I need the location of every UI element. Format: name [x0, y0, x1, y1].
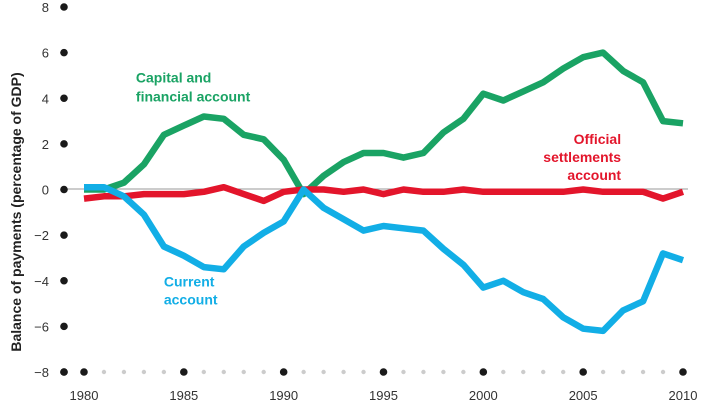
- y-tick-dot: [60, 3, 68, 11]
- x-minor-tick-dot: [121, 369, 127, 375]
- x-minor-tick-dot: [221, 369, 226, 375]
- y-tick-dot: [60, 48, 68, 57]
- y-tick-label: −6: [34, 319, 49, 334]
- x-axis-dotted-line: [60, 368, 687, 376]
- y-tick-label: 0: [42, 183, 49, 198]
- x-major-tick-dot: [379, 368, 388, 376]
- y-tick-dot: [60, 140, 68, 148]
- x-minor-tick-dot: [600, 369, 606, 375]
- y-tick-dot: [60, 94, 68, 103]
- y-axis-tick-labels: 8 6 4 2 0 −2 −4 −6 −8: [34, 0, 49, 380]
- x-minor-tick-dot: [541, 369, 546, 375]
- y-tick-dot: [60, 185, 68, 194]
- x-minor-tick-dot: [241, 369, 246, 375]
- y-axis-tick-markers: [60, 3, 68, 376]
- series-label: Official: [574, 131, 621, 147]
- x-tick-label: 1980: [70, 388, 99, 403]
- x-minor-tick-dot: [321, 369, 326, 375]
- y-tick-label: 2: [42, 137, 49, 152]
- x-minor-tick-dot: [101, 369, 107, 375]
- x-minor-tick-dot: [441, 369, 446, 375]
- x-minor-tick-dot: [201, 369, 206, 375]
- x-minor-tick-dot: [361, 369, 366, 375]
- x-minor-tick-dot: [561, 369, 566, 375]
- x-tick-label: 1985: [169, 388, 198, 403]
- x-major-tick-dot: [479, 368, 488, 376]
- y-tick-label: −4: [34, 274, 49, 289]
- series-label: financial account: [136, 88, 251, 104]
- x-minor-tick-dot: [620, 369, 626, 375]
- x-minor-tick-dot: [660, 369, 666, 375]
- series-label: Current: [164, 273, 215, 289]
- y-tick-label: −8: [34, 365, 49, 380]
- x-tick-label: 2010: [669, 388, 698, 403]
- series-labels: Capital and financial account Official sett…: [136, 69, 622, 307]
- x-minor-tick-dot: [161, 369, 167, 375]
- x-major-tick-dot: [279, 368, 288, 376]
- x-tick-label: 2000: [469, 388, 498, 403]
- series-label: Capital and: [136, 69, 211, 85]
- x-tick-label: 1990: [269, 388, 298, 403]
- y-tick-label: −2: [34, 228, 49, 243]
- y-axis-label: Balance of payments (percentage of GDP): [8, 72, 24, 351]
- x-minor-tick-dot: [640, 369, 646, 375]
- series-line: [83, 183, 685, 205]
- series-label: account: [567, 167, 621, 183]
- x-minor-tick-dot: [261, 369, 266, 375]
- series-label: account: [164, 291, 218, 307]
- y-tick-dot: [60, 231, 68, 239]
- series-lines: [83, 49, 685, 335]
- x-minor-tick-dot: [501, 369, 506, 375]
- y-tick-dot: [60, 322, 68, 331]
- y-tick-dot: [60, 368, 68, 376]
- x-minor-tick-dot: [341, 369, 346, 375]
- series-line: [84, 183, 685, 335]
- x-minor-tick-dot: [521, 369, 526, 375]
- x-tick-label: 1995: [369, 388, 398, 403]
- x-major-tick-dot: [180, 368, 188, 376]
- x-major-tick-dot: [679, 368, 687, 376]
- series-line: [84, 49, 684, 198]
- y-tick-label: 6: [42, 46, 49, 61]
- series-label: settlements: [543, 149, 621, 165]
- y-tick-label: 8: [42, 0, 49, 15]
- x-minor-tick-dot: [421, 369, 426, 375]
- x-minor-tick-dot: [461, 369, 466, 375]
- x-tick-label: 2005: [569, 388, 598, 403]
- x-major-tick-dot: [80, 368, 88, 376]
- x-minor-tick-dot: [401, 369, 406, 375]
- x-major-tick-dot: [579, 368, 587, 376]
- y-tick-label: 4: [42, 91, 49, 106]
- x-axis-tick-labels: 1980 1985 1990 1995 2000 2005 2010: [70, 388, 698, 403]
- x-minor-tick-dot: [301, 369, 306, 375]
- y-tick-dot: [60, 276, 68, 285]
- x-minor-tick-dot: [141, 369, 147, 375]
